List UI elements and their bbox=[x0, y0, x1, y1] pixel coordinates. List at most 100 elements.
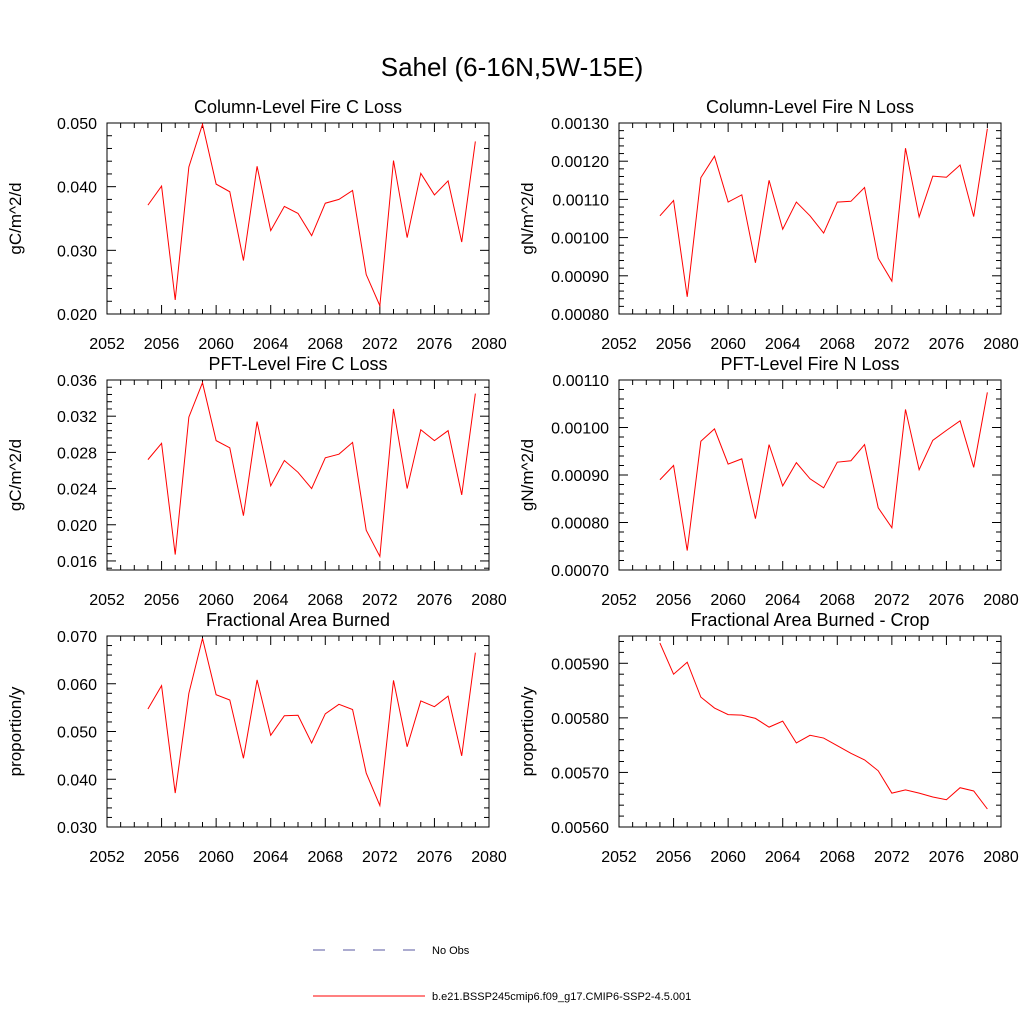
x-tick-label: 2060 bbox=[710, 592, 746, 609]
x-tick-label: 2064 bbox=[765, 849, 801, 866]
panel-title: Column-Level Fire N Loss bbox=[706, 97, 914, 117]
x-tick-label: 2052 bbox=[601, 336, 637, 353]
y-axis-label: gC/m^2/d bbox=[6, 439, 25, 511]
y-tick-label: 0.040 bbox=[57, 772, 97, 789]
x-tick-label: 2068 bbox=[819, 336, 855, 353]
y-tick-label: 0.00580 bbox=[551, 711, 609, 728]
legend-model-label: b.e21.BSSP245cmip6.f09_g17.CMIP6-SSP2-4.… bbox=[432, 991, 691, 1003]
y-axis-label: gC/m^2/d bbox=[6, 182, 25, 254]
x-tick-label: 2072 bbox=[362, 336, 398, 353]
panel-5: Fractional Area Burned - Crop proportion/… bbox=[518, 610, 1019, 866]
x-tick-label: 2064 bbox=[253, 592, 289, 609]
series-line bbox=[659, 642, 988, 810]
y-tick-label: 0.00110 bbox=[552, 192, 609, 209]
main-title: Sahel (6-16N,5W-15E) bbox=[381, 52, 644, 82]
x-tick-label: 2072 bbox=[362, 849, 398, 866]
y-axis-label: gN/m^2/d bbox=[518, 182, 537, 254]
panel-0: Column-Level Fire C Loss gC/m^2/d 2052 2056… bbox=[6, 97, 507, 353]
x-tick-label: 2080 bbox=[471, 849, 507, 866]
x-tick-label: 2080 bbox=[471, 592, 507, 609]
x-tick-label: 2060 bbox=[198, 336, 234, 353]
x-tick-label: 2080 bbox=[471, 336, 507, 353]
y-tick-label: 0.036 bbox=[57, 373, 97, 390]
x-tick-label: 2076 bbox=[417, 592, 453, 609]
x-tick-label: 2052 bbox=[601, 592, 637, 609]
panel-title: PFT-Level Fire N Loss bbox=[720, 354, 899, 374]
x-tick-label: 2080 bbox=[983, 336, 1019, 353]
x-tick-label: 2060 bbox=[710, 849, 746, 866]
y-tick-label: 0.00100 bbox=[551, 231, 609, 248]
y-tick-label: 0.00120 bbox=[551, 154, 609, 171]
panel-title: Fractional Area Burned - Crop bbox=[690, 610, 929, 630]
y-tick-label: 0.00080 bbox=[551, 516, 609, 533]
plot-frame bbox=[618, 635, 1002, 828]
x-tick-label: 2064 bbox=[253, 336, 289, 353]
y-tick-label: 0.020 bbox=[57, 307, 97, 324]
y-tick-label: 0.050 bbox=[57, 725, 97, 742]
legend-no-obs-label: No Obs bbox=[432, 945, 470, 957]
y-tick-label: 0.00110 bbox=[552, 373, 609, 390]
y-tick-label: 0.00080 bbox=[551, 307, 609, 324]
y-tick-label: 0.00100 bbox=[551, 421, 609, 438]
y-axis-label: proportion/y bbox=[518, 686, 537, 776]
y-tick-label: 0.060 bbox=[57, 677, 97, 694]
x-tick-label: 2076 bbox=[417, 336, 453, 353]
x-tick-label: 2072 bbox=[874, 592, 910, 609]
y-tick-label: 0.016 bbox=[57, 554, 97, 571]
x-tick-label: 2080 bbox=[983, 592, 1019, 609]
series-line bbox=[659, 128, 988, 297]
legend: No Obs b.e21.BSSP245cmip6.f09_g17.CMIP6-… bbox=[313, 945, 691, 1003]
y-tick-label: 0.00570 bbox=[551, 765, 609, 782]
x-tick-label: 2060 bbox=[198, 592, 234, 609]
x-tick-label: 2064 bbox=[765, 336, 801, 353]
series-line bbox=[147, 638, 476, 808]
x-tick-label: 2072 bbox=[874, 336, 910, 353]
y-tick-label: 0.024 bbox=[57, 482, 97, 499]
x-tick-label: 2052 bbox=[89, 849, 125, 866]
x-tick-label: 2068 bbox=[307, 336, 343, 353]
y-tick-label: 0.050 bbox=[57, 116, 97, 133]
x-tick-label: 2060 bbox=[198, 849, 234, 866]
panel-title: PFT-Level Fire C Loss bbox=[208, 354, 387, 374]
x-tick-label: 2056 bbox=[656, 592, 692, 609]
x-tick-label: 2068 bbox=[819, 849, 855, 866]
y-tick-label: 0.028 bbox=[57, 445, 97, 462]
x-tick-label: 2056 bbox=[144, 849, 180, 866]
panel-4: Fractional Area Burned proportion/y 2052 20… bbox=[6, 610, 507, 866]
x-tick-label: 2076 bbox=[929, 336, 965, 353]
y-axis-label: gN/m^2/d bbox=[518, 439, 537, 511]
y-tick-label: 0.070 bbox=[57, 629, 97, 646]
series-line bbox=[147, 381, 476, 559]
x-tick-label: 2056 bbox=[656, 336, 692, 353]
plot-frame bbox=[106, 122, 490, 315]
x-tick-label: 2052 bbox=[89, 592, 125, 609]
series-line bbox=[659, 392, 988, 551]
x-tick-label: 2064 bbox=[765, 592, 801, 609]
series-line bbox=[147, 122, 476, 308]
y-tick-label: 0.00130 bbox=[551, 116, 609, 133]
x-tick-label: 2068 bbox=[819, 592, 855, 609]
x-tick-label: 2076 bbox=[417, 849, 453, 866]
x-tick-label: 2052 bbox=[89, 336, 125, 353]
y-axis-label: proportion/y bbox=[6, 686, 25, 776]
y-tick-label: 0.020 bbox=[57, 518, 97, 535]
y-tick-label: 0.032 bbox=[57, 409, 97, 426]
y-tick-label: 0.040 bbox=[57, 180, 97, 197]
panel-1: Column-Level Fire N Loss gN/m^2/d 2052 2056… bbox=[518, 97, 1019, 353]
y-tick-label: 0.00070 bbox=[551, 563, 609, 580]
x-tick-label: 2068 bbox=[307, 592, 343, 609]
x-tick-label: 2068 bbox=[307, 849, 343, 866]
plot-frame bbox=[106, 635, 490, 828]
x-tick-label: 2052 bbox=[601, 849, 637, 866]
x-tick-label: 2060 bbox=[710, 336, 746, 353]
x-tick-label: 2072 bbox=[874, 849, 910, 866]
x-tick-label: 2072 bbox=[362, 592, 398, 609]
y-tick-label: 0.00090 bbox=[551, 269, 609, 286]
plot-frame bbox=[618, 379, 1002, 571]
x-tick-label: 2056 bbox=[144, 592, 180, 609]
y-tick-label: 0.030 bbox=[57, 820, 97, 837]
y-tick-label: 0.030 bbox=[57, 243, 97, 260]
x-tick-label: 2064 bbox=[253, 849, 289, 866]
plot-frame bbox=[106, 379, 490, 571]
panel-title: Fractional Area Burned bbox=[206, 610, 390, 630]
